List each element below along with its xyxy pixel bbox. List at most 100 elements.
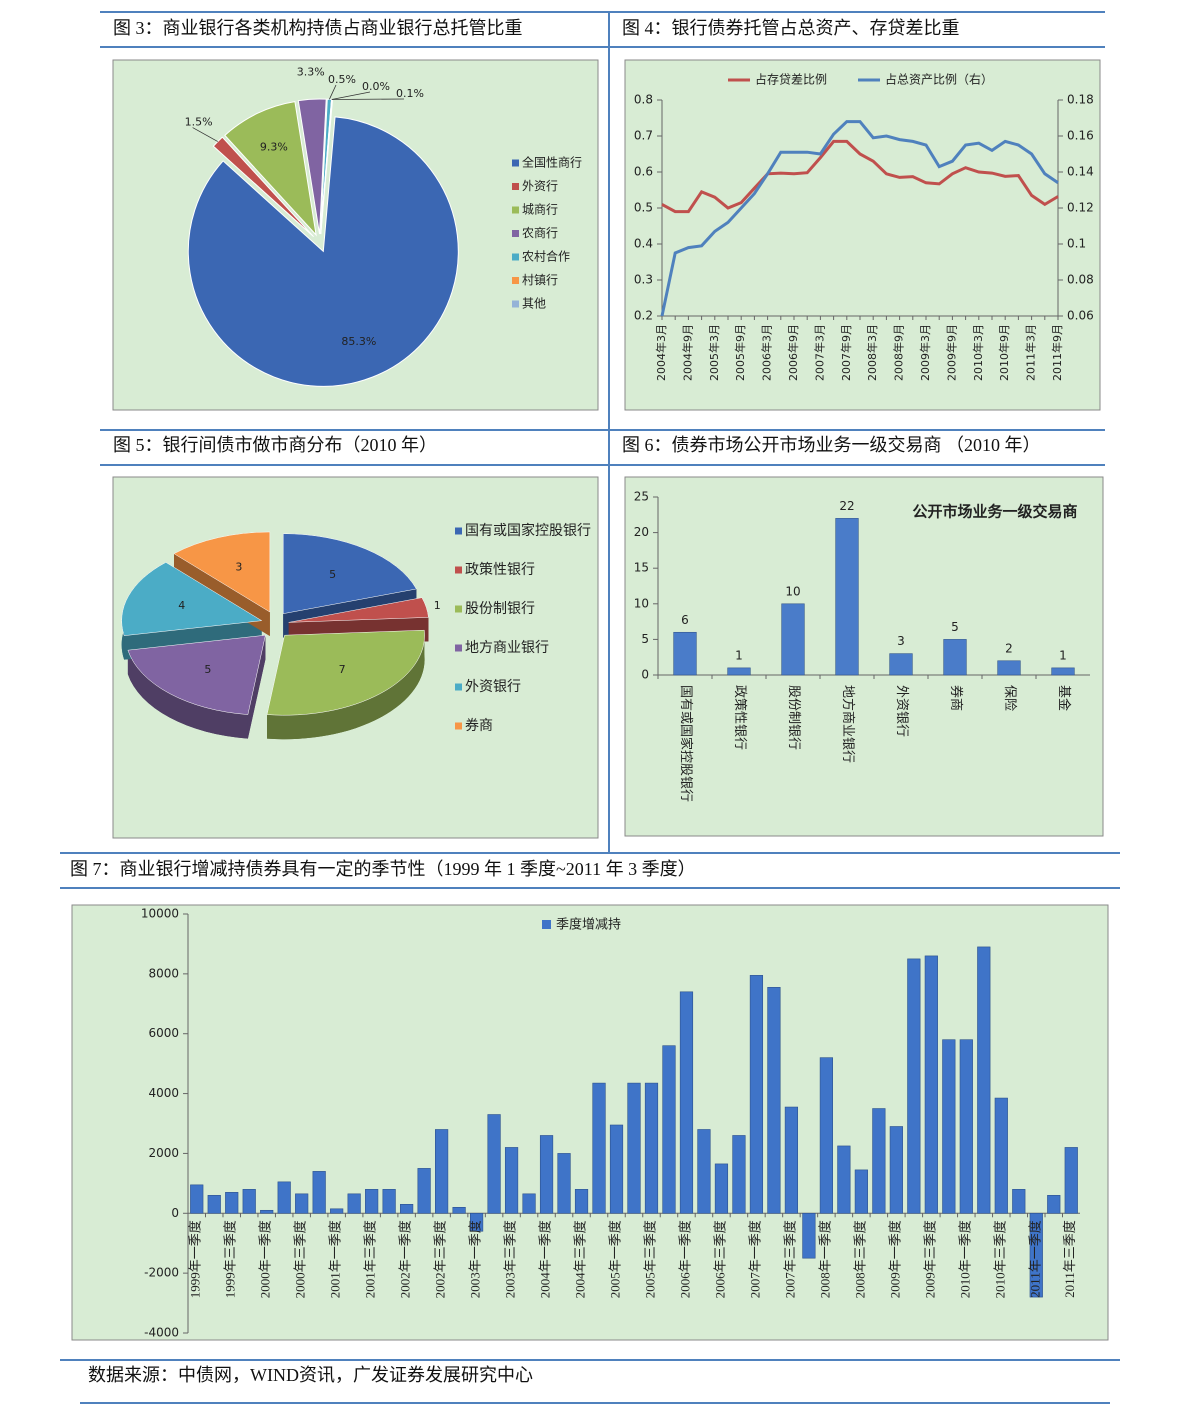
bar [312,1171,326,1214]
y-tick-label: 0.06 [1067,309,1094,323]
bar [854,1169,868,1214]
legend-swatch [455,722,462,730]
pie-slice [121,562,263,636]
bar [977,946,991,1214]
legend-swatch [512,183,519,190]
y-tick-label: 0.08 [1067,273,1094,287]
bar [609,1124,624,1214]
y-tick-label: 0.4 [634,237,653,251]
bar [784,1106,799,1214]
y-tick-label: 20 [634,525,649,539]
x-tick-label: 外资银行 [895,685,910,737]
bar [1051,667,1075,676]
pie-slice [173,531,271,613]
bar [277,1181,291,1214]
x-tick-label: 2002年三季度 [433,1220,448,1298]
legend-swatch [542,920,551,929]
legend-swatch [455,644,462,652]
y-tick-label: 0.5 [634,201,653,215]
chart-panel [624,476,1104,837]
legend-label: 国有或国家控股银行 [465,522,591,539]
data-label: 10 [785,584,800,598]
bar [330,1208,344,1214]
bar [557,1153,571,1214]
x-tick-label: 2009年三季度 [922,1220,937,1298]
y-tick-label: 0.6 [634,165,653,179]
y-tick-label: 0.14 [1067,165,1094,179]
x-tick-label: 2004年一季度 [538,1220,553,1298]
legend-label: 季度增减持 [556,917,621,933]
source-note: 数据来源：中债网，WIND资讯，广发证券发展研究中心 [88,1365,533,1385]
bar [781,603,805,676]
x-tick-label: 2011年一季度 [1027,1220,1042,1298]
figure-title: 图 5：银行间债市做市商分布（2010 年） [113,435,437,455]
bar [522,1193,536,1214]
bar [469,1212,484,1232]
legend-swatch [512,300,519,308]
y-tick-label: 6000 [148,1026,179,1040]
pie-slice-side [267,630,425,740]
bar [504,1147,519,1214]
bar [673,631,697,676]
data-label: 85.3% [341,335,376,348]
x-tick-label: 1999年一季度 [188,1220,203,1298]
figure-title: 图 4：银行债券托管占总资产、存贷差比重 [622,18,960,38]
x-tick-label: 2009年9月 [944,324,958,381]
leader-line [329,84,337,100]
data-label: 9.3% [260,140,288,153]
bar [242,1189,256,1214]
bar [924,955,938,1214]
x-tick-label: 2004年3月 [654,324,668,381]
line-series [661,139,1059,214]
legend-label: 其他 [522,297,546,311]
bar [225,1192,239,1214]
x-tick-label: 2005年一季度 [607,1220,622,1298]
data-label: 22 [839,499,854,513]
y-tick-label: 0.12 [1067,201,1094,215]
bar [1012,1189,1026,1214]
x-tick-label: 2008年9月 [892,324,906,381]
pie-slice [224,101,317,237]
x-tick-label: 2011年3月 [1024,324,1038,381]
data-label: 1 [1059,648,1067,662]
legend-swatch [512,253,519,261]
pie-slice [266,629,425,716]
y-tick-label: 2000 [148,1146,179,1160]
data-label: 4 [178,599,185,612]
data-label: 0.0% [362,80,390,93]
chart-subtitle: 公开市场业务一级交易商 [912,503,1077,521]
figure-title: 图 3：商业银行各类机构持债占商业银行总托管比重 [113,18,523,38]
leader-line [192,127,218,142]
x-tick-label: 2003年一季度 [468,1220,483,1298]
data-label: 0.5% [328,73,356,86]
x-tick-label: 2008年3月 [865,324,879,381]
data-label: 6 [681,613,689,627]
x-tick-label: 2010年9月 [997,324,1011,381]
bar [959,1039,973,1214]
legend-label: 占存贷差比例 [755,72,827,87]
x-tick-label: 2006年3月 [760,324,774,381]
data-label: 5 [329,568,336,581]
bar [190,1184,204,1214]
x-tick-label: 2009年3月 [918,324,932,381]
bar [767,987,781,1214]
legend-swatch [455,605,462,613]
bar [943,639,967,676]
chart-panel [624,59,1101,411]
pie-slice-side [247,635,266,739]
bar [942,1039,956,1214]
bar [997,660,1021,676]
pie-slice [297,98,327,235]
legend-swatch [512,230,519,237]
bar [727,667,751,676]
x-tick-label: 2001年一季度 [328,1220,343,1298]
bar [749,975,764,1214]
bar [662,1045,676,1214]
legend-label: 全国性商行 [522,155,582,170]
pie-slice [187,116,459,387]
x-tick-label: 2010年一季度 [957,1220,972,1298]
bar [574,1189,589,1214]
bar [679,991,694,1214]
x-tick-label: 2010年3月 [971,324,985,381]
